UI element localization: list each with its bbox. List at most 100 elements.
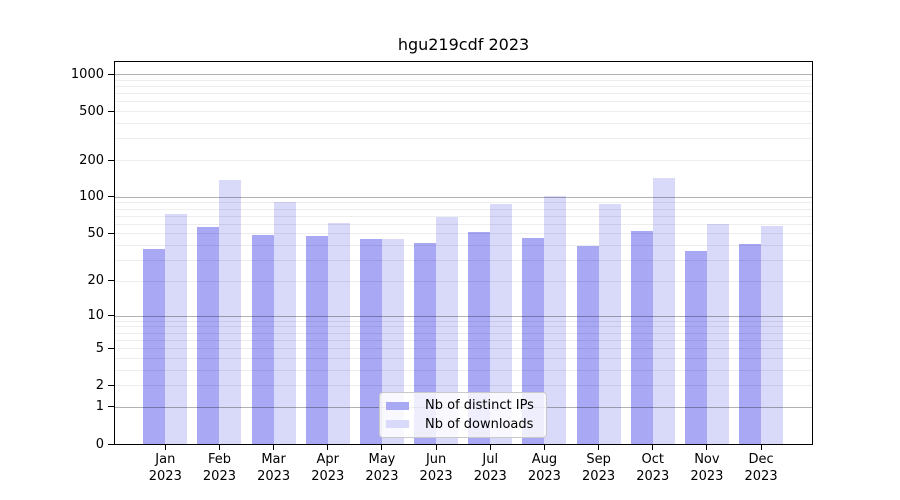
x-tick-label-jan: Jan 2023 bbox=[148, 452, 182, 484]
y-tick-label: 50 bbox=[87, 225, 104, 241]
gridline-major bbox=[115, 196, 812, 198]
y-tick-label: 2 bbox=[95, 377, 104, 393]
legend-item-nb-of-distinct-ips: Nb of distinct IPs bbox=[386, 398, 538, 413]
gridline-minor bbox=[115, 85, 812, 87]
y-tick-label: 10 bbox=[87, 308, 104, 324]
y-axis-tick bbox=[108, 347, 115, 349]
gridline-major bbox=[115, 74, 812, 76]
gridline-minor bbox=[115, 202, 812, 204]
x-tick-label-mar: Mar 2023 bbox=[257, 452, 291, 484]
gridline-minor bbox=[115, 369, 812, 371]
gridline-minor bbox=[115, 357, 812, 359]
gridline-minor bbox=[115, 123, 812, 125]
bar-nb-of-downloads-nov bbox=[706, 223, 729, 444]
gridline-minor bbox=[115, 233, 812, 235]
gridline-minor bbox=[115, 208, 812, 210]
y-axis-tick bbox=[108, 280, 115, 282]
bar-nb-of-distinct-ips-apr bbox=[305, 235, 328, 444]
gridline-minor bbox=[115, 79, 812, 81]
x-axis-tick bbox=[273, 444, 275, 450]
x-axis-tick bbox=[543, 444, 545, 450]
bar-nb-of-downloads-sep bbox=[598, 203, 621, 444]
bar-nb-of-downloads-mar bbox=[273, 201, 296, 444]
bar-nb-of-downloads-jan bbox=[165, 214, 188, 444]
gridline-minor bbox=[115, 101, 812, 103]
y-axis-tick bbox=[108, 159, 115, 161]
x-axis-tick bbox=[598, 444, 600, 450]
gridline-minor bbox=[115, 93, 812, 95]
x-tick-label-aug: Aug 2023 bbox=[527, 452, 561, 484]
x-tick-label-oct: Oct 2023 bbox=[636, 452, 670, 484]
y-tick-label: 500 bbox=[79, 103, 104, 119]
x-axis-tick bbox=[760, 444, 762, 450]
legend-label: Nb of distinct IPs bbox=[425, 398, 534, 414]
bar-nb-of-downloads-oct bbox=[652, 177, 675, 444]
gridline-minor bbox=[115, 280, 812, 282]
bar-nb-of-downloads-feb bbox=[219, 179, 242, 444]
y-axis-tick bbox=[108, 443, 115, 445]
chart-title: hgu219cdf 2023 bbox=[397, 35, 530, 54]
bar-nb-of-downloads-jul bbox=[490, 203, 513, 444]
gridline-minor bbox=[115, 348, 812, 350]
y-tick-label: 200 bbox=[79, 152, 104, 168]
bar-nb-of-distinct-ips-mar bbox=[251, 234, 274, 444]
legend-label: Nb of downloads bbox=[425, 416, 534, 432]
x-tick-label-feb: Feb 2023 bbox=[202, 452, 236, 484]
x-tick-label-apr: Apr 2023 bbox=[311, 452, 345, 484]
x-tick-label-may: May 2023 bbox=[365, 452, 399, 484]
x-axis-tick bbox=[218, 444, 220, 450]
plot-area bbox=[114, 61, 813, 445]
x-axis-tick bbox=[652, 444, 654, 450]
gridline-minor bbox=[115, 339, 812, 341]
x-axis-tick bbox=[164, 444, 166, 450]
y-axis-tick bbox=[108, 73, 115, 75]
legend-item-nb-of-downloads: Nb of downloads bbox=[386, 417, 538, 432]
x-axis-tick bbox=[489, 444, 491, 450]
bar-nb-of-distinct-ips-jan bbox=[143, 249, 166, 444]
bar-nb-of-downloads-dec bbox=[761, 225, 784, 444]
gridline-minor bbox=[115, 320, 812, 322]
y-axis-tick bbox=[108, 232, 115, 234]
gridline-minor bbox=[115, 332, 812, 334]
legend-swatch-icon bbox=[386, 401, 409, 410]
bar-nb-of-downloads-jun bbox=[436, 217, 459, 444]
legend: Nb of distinct IPs Nb of downloads bbox=[379, 392, 547, 438]
gridline-minor bbox=[115, 260, 812, 262]
bar-nb-of-downloads-apr bbox=[327, 222, 350, 444]
x-axis-tick bbox=[327, 444, 329, 450]
bar-nb-of-distinct-ips-nov bbox=[684, 250, 707, 444]
x-tick-label-dec: Dec 2023 bbox=[744, 452, 778, 484]
gridline-minor bbox=[115, 385, 812, 387]
gridline-minor bbox=[115, 138, 812, 140]
bar-nb-of-downloads-aug bbox=[544, 195, 567, 444]
y-tick-label: 0 bbox=[95, 436, 104, 452]
bar-nb-of-distinct-ips-jul bbox=[468, 232, 491, 444]
gridline-minor bbox=[115, 160, 812, 162]
y-axis-tick bbox=[108, 196, 115, 198]
y-tick-label: 1 bbox=[95, 399, 104, 415]
legend-swatch-icon bbox=[386, 420, 409, 429]
y-axis-tick bbox=[108, 315, 115, 317]
x-tick-label-sep: Sep 2023 bbox=[582, 452, 616, 484]
y-tick-label: 20 bbox=[87, 273, 104, 289]
bar-nb-of-distinct-ips-oct bbox=[630, 231, 653, 444]
gridline-minor bbox=[115, 326, 812, 328]
bar-nb-of-distinct-ips-sep bbox=[576, 246, 599, 444]
gridline-minor bbox=[115, 215, 812, 217]
x-axis-tick bbox=[435, 444, 437, 450]
x-tick-label-jun: Jun 2023 bbox=[419, 452, 453, 484]
bar-nb-of-distinct-ips-may bbox=[359, 238, 382, 444]
gridline-minor bbox=[115, 223, 812, 225]
y-tick-label: 1000 bbox=[70, 66, 104, 82]
y-tick-label: 5 bbox=[95, 340, 104, 356]
bar-nb-of-distinct-ips-dec bbox=[739, 243, 762, 444]
x-axis-tick bbox=[381, 444, 383, 450]
y-axis-tick bbox=[108, 406, 115, 408]
y-axis-tick bbox=[108, 110, 115, 112]
gridline-major bbox=[115, 315, 812, 317]
gridline-minor bbox=[115, 111, 812, 113]
y-tick-label: 100 bbox=[79, 189, 104, 205]
x-tick-label-jul: Jul 2023 bbox=[473, 452, 507, 484]
y-axis-tick bbox=[108, 384, 115, 386]
